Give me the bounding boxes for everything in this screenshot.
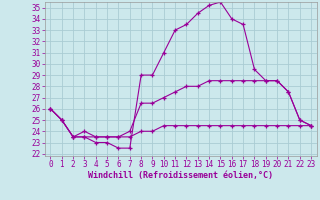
X-axis label: Windchill (Refroidissement éolien,°C): Windchill (Refroidissement éolien,°C) [88, 171, 273, 180]
